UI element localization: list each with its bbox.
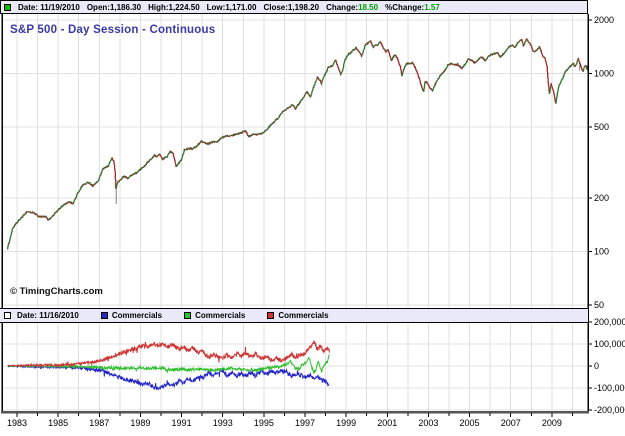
info-high: High:1,224.50: [148, 2, 200, 12]
legend-swatch-icon: [100, 312, 108, 319]
price-axis-label: 2000: [594, 15, 614, 25]
year-axis-label: 1987: [89, 418, 109, 428]
year-axis-label: 2001: [377, 418, 397, 428]
legend-swatch-icon: [267, 312, 275, 319]
legend-label: Commercials: [111, 311, 163, 320]
indicator-date: Date: 11/16/2010: [17, 311, 79, 320]
cot-axis-label: 200,000: [594, 317, 625, 327]
info-pct-change-value: 1.57: [424, 2, 440, 12]
year-axis-label: 1999: [336, 418, 356, 428]
legend-checkbox-icon: [4, 312, 11, 319]
axes: [1, 14, 589, 414]
info-pct-change: %Change:1.57: [385, 2, 440, 12]
price-axis-label: 500: [594, 122, 609, 132]
legend-item-commercials-3: Commercials: [267, 311, 329, 320]
info-change-value: 18.50: [358, 2, 379, 12]
session-status-icon: [4, 3, 11, 11]
year-axis-label: 2007: [501, 418, 521, 428]
year-axis-label: 2003: [418, 418, 438, 428]
year-axis-label: 1989: [130, 418, 150, 428]
year-axis-label: 1997: [295, 418, 315, 428]
ohlc-info-bar: Date: 11/19/2010 Open:1,186.30 High:1,22…: [0, 0, 588, 14]
info-change: Change:18.50: [326, 2, 379, 12]
info-open: Open:1,186.30: [86, 2, 142, 12]
price-candles: [7, 38, 588, 250]
year-axis-label: 1995: [254, 418, 274, 428]
legend-label: Commercials: [278, 311, 329, 320]
legend-label: Commercials: [195, 311, 246, 320]
price-axis-label: 1000: [594, 69, 614, 79]
year-axis-label: 2009: [542, 418, 562, 428]
year-axis-label: 2005: [460, 418, 480, 428]
info-close: Close:1,198.20: [263, 2, 320, 12]
indicator-info-bar: Date: 11/16/2010 Commercials Commercials…: [0, 308, 588, 323]
cot-axis-label: -100,000: [594, 383, 625, 393]
year-axis-label: 1993: [213, 418, 233, 428]
tick-marks: [16, 19, 592, 417]
copyright-label: © TimingCharts.com: [10, 286, 103, 297]
price-axis-label: 100: [594, 247, 609, 257]
price-wicks: [7, 38, 588, 250]
cot-axis-label: 0: [594, 361, 599, 371]
cot-axis-label: -200,000: [594, 405, 625, 415]
info-low: Low:1,171.00: [206, 2, 257, 12]
year-axis-label: 1983: [7, 418, 27, 428]
legend-item-commercials-1: Commercials: [100, 311, 163, 320]
cot-series-1: [7, 354, 330, 374]
cot-axis-label: 100,000: [594, 339, 625, 349]
info-date: Date: 11/19/2010: [18, 2, 80, 12]
legend-swatch-icon: [184, 312, 192, 319]
gridlines: [2, 14, 588, 412]
chart-title: S&P 500 - Day Session - Continuous: [10, 24, 216, 36]
price-axis-label: 50: [594, 300, 604, 310]
price-axis-label: 200: [594, 193, 609, 203]
year-axis-label: 1991: [172, 418, 192, 428]
cot-series-0: [7, 364, 330, 391]
cot-series-2: [7, 340, 330, 369]
axis-labels: 2000 1000 500 200 100 50 200,000 100,000 0 -100,0…: [7, 15, 625, 428]
year-axis-label: 1985: [48, 418, 68, 428]
legend-item-commercials-2: Commercials: [184, 311, 245, 320]
